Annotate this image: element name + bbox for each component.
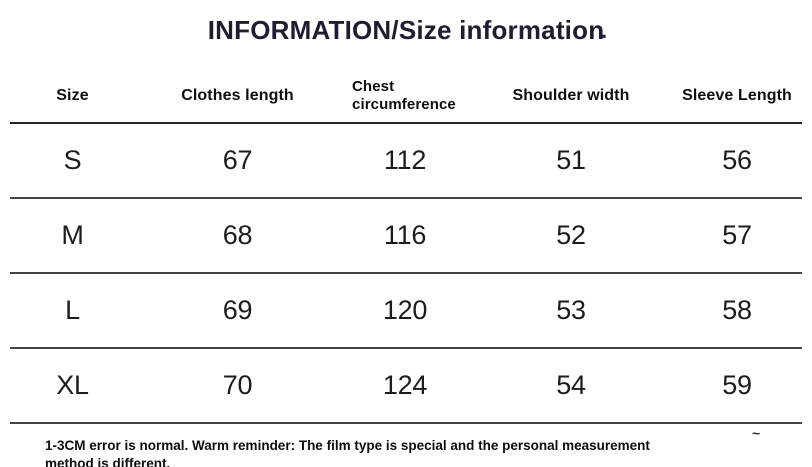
cell-sleeve-length: 56 (722, 145, 752, 175)
header-sleeve-length: Sleeve Length (682, 87, 792, 104)
cell-sleeve-length: 58 (722, 295, 752, 325)
header-size: Size (56, 87, 89, 104)
cell-size: S (63, 145, 82, 175)
table-row-m: M 68 116 52 57 (10, 199, 802, 274)
cell-chest-circumference: 124 (382, 370, 428, 400)
cell-shoulder-width: 52 (556, 220, 586, 250)
table-row-xl: XL 70 124 54 59 (10, 349, 802, 424)
cell-shoulder-width: 51 (556, 145, 586, 175)
page-title: INFORMATION/Size information (207, 15, 605, 45)
cell-size: L (65, 295, 80, 325)
header-chest-circumference: Chest circumference (352, 78, 456, 113)
table-row-s: S 67 112 51 56 (10, 124, 802, 199)
cell-clothes-length: 67 (222, 145, 253, 175)
cell-clothes-length: 69 (222, 295, 253, 325)
table-header-row: Size Clothes length Chest circumference … (10, 70, 802, 124)
cell-clothes-length: 68 (222, 220, 253, 250)
cell-chest-circumference: 112 (383, 145, 427, 175)
cell-clothes-length: 70 (222, 370, 253, 400)
cell-sleeve-length: 57 (722, 220, 752, 250)
header-shoulder-width: Shoulder width (512, 87, 630, 104)
cell-size: XL (56, 370, 89, 400)
page-title-row: INFORMATION/Size information · (0, 0, 812, 70)
cell-sleeve-length: 59 (722, 370, 752, 400)
table-row-l: L 69 120 53 58 (10, 274, 802, 349)
header-clothes-length: Clothes length (181, 87, 294, 104)
cell-chest-circumference: 120 (382, 295, 428, 325)
cell-chest-circumference: 116 (383, 220, 427, 250)
tilde-mark: ~ (752, 425, 761, 441)
cell-size: M (61, 220, 84, 250)
size-table: Size Clothes length Chest circumference … (10, 70, 802, 424)
footer-note: 1-3CM error is normal. Warm reminder: Th… (45, 437, 650, 467)
title-dot-mark: · (601, 24, 609, 49)
cell-shoulder-width: 54 (556, 370, 586, 400)
cell-shoulder-width: 53 (556, 295, 586, 325)
